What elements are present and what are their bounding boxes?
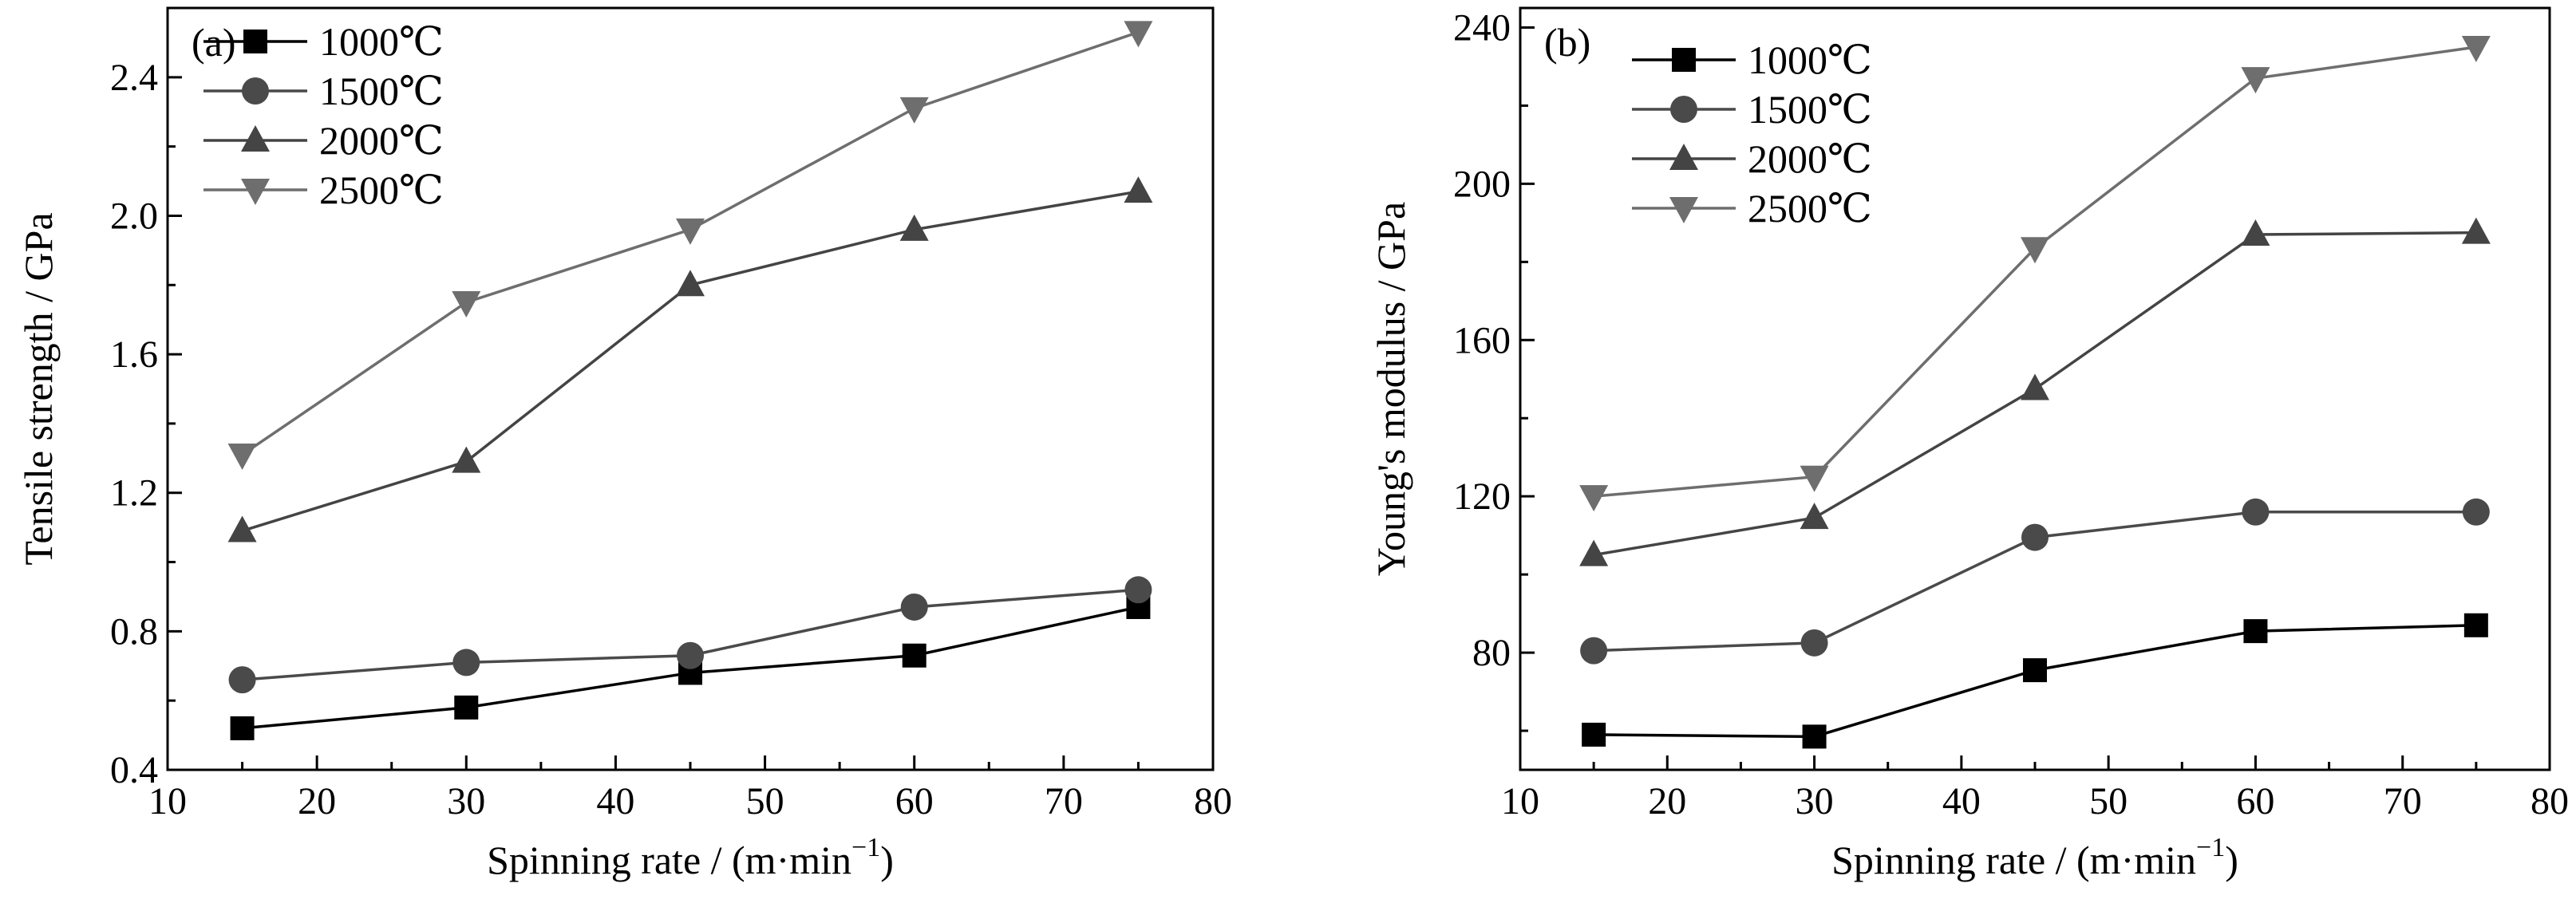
y-axis-label: Young's modulus / GPa — [1369, 202, 1413, 576]
data-point — [1579, 485, 1609, 512]
x-tick-label: 40 — [596, 780, 634, 822]
legend-label: 1000℃ — [1748, 37, 1872, 82]
data-point — [2242, 498, 2270, 526]
data-point — [2463, 613, 2488, 637]
data-point — [452, 446, 481, 473]
data-point — [1124, 21, 1153, 48]
x-tick-label: 10 — [148, 780, 187, 822]
x-tick-label: 80 — [2531, 780, 2569, 822]
y-tick-label: 1.6 — [110, 333, 158, 376]
y-tick-label: 2.4 — [110, 57, 158, 99]
x-tick-label: 60 — [2236, 780, 2274, 822]
y-tick-label: 160 — [1453, 319, 1511, 361]
y-tick-label: 0.8 — [110, 610, 158, 653]
x-tick-label: 30 — [1796, 780, 1834, 822]
y-tick-label: 2.0 — [110, 195, 158, 237]
data-point — [227, 515, 257, 542]
y-tick-label: 0.4 — [110, 749, 158, 791]
legend-label: 1500℃ — [1748, 87, 1872, 132]
x-tick-label: 50 — [746, 780, 784, 822]
x-tick-label: 10 — [1501, 780, 1539, 822]
data-point — [1800, 629, 1828, 657]
x-tick-label: 40 — [1942, 780, 1981, 822]
data-point — [2462, 498, 2490, 526]
data-point — [1579, 539, 1609, 566]
data-point — [1124, 576, 1152, 604]
data-point — [452, 290, 481, 318]
legend-marker — [1669, 197, 1698, 223]
data-point — [228, 666, 256, 694]
legend-label: 2000℃ — [1748, 136, 1872, 181]
y-tick-label: 240 — [1453, 6, 1511, 49]
legend-label: 1000℃ — [319, 19, 444, 64]
x-tick-label: 70 — [2384, 780, 2422, 822]
x-tick-label: 20 — [298, 780, 336, 822]
data-point — [1800, 503, 1829, 530]
data-point — [2461, 35, 2491, 62]
panel-label: (b) — [1544, 20, 1590, 65]
legend-marker — [1669, 144, 1698, 170]
data-point — [2241, 219, 2270, 247]
data-point — [1124, 176, 1153, 203]
y-tick-label: 1.2 — [110, 472, 158, 515]
panel-b: 10 20 30 40 50 60 70 80 80 120 160 200 240 Spinning r… — [1369, 6, 2569, 882]
x-axis-label: Spinning rate / (m·min−1) — [1831, 833, 2238, 882]
data-point — [2021, 373, 2049, 400]
legend-label: 2500℃ — [319, 168, 444, 212]
legend-marker — [241, 125, 270, 152]
legend-marker — [1672, 48, 1696, 72]
x-tick-label: 60 — [895, 780, 934, 822]
data-point — [2023, 658, 2047, 683]
legend-marker — [241, 179, 270, 205]
data-point — [2243, 619, 2268, 644]
x-tick-label: 80 — [1194, 780, 1232, 822]
legend-label: 2000℃ — [319, 118, 444, 163]
data-point — [902, 643, 926, 668]
x-tick-label: 50 — [2089, 780, 2128, 822]
data-point — [676, 218, 705, 245]
data-point — [2461, 217, 2491, 244]
data-point — [676, 270, 705, 297]
x-axis-label: Spinning rate / (m·min−1) — [487, 833, 894, 882]
data-point — [2021, 523, 2049, 551]
data-point — [454, 695, 479, 720]
data-point — [1582, 722, 1606, 747]
legend-marker — [243, 30, 267, 53]
data-point — [1802, 724, 1827, 749]
legend-marker — [1670, 96, 1697, 123]
legend-label: 2500℃ — [1748, 186, 1872, 231]
legend-label: 1500℃ — [319, 69, 444, 113]
data-point — [677, 641, 704, 669]
data-point — [899, 97, 929, 124]
data-point — [230, 716, 255, 740]
data-point — [1580, 637, 1608, 665]
panel-a: 10 20 30 40 50 60 70 80 0.4 0.8 1.2 1.6 2.0 2.4 Spinni… — [16, 6, 1232, 882]
data-point — [452, 649, 480, 676]
legend-marker — [242, 77, 269, 105]
data-point — [900, 593, 928, 621]
x-tick-label: 70 — [1045, 780, 1083, 822]
y-axis-label: Tensile strength / GPa — [16, 212, 61, 565]
data-point — [2021, 237, 2049, 264]
x-tick-label: 20 — [1648, 780, 1686, 822]
y-tick-label: 120 — [1453, 475, 1511, 518]
x-tick-label: 30 — [447, 780, 485, 822]
series-line-3 — [1593, 45, 2477, 498]
data-point — [2241, 67, 2270, 94]
data-point — [899, 214, 929, 241]
y-tick-label: 80 — [1472, 632, 1511, 674]
data-point — [227, 443, 257, 470]
y-tick-label: 200 — [1453, 163, 1511, 205]
data-point — [1800, 465, 1829, 492]
